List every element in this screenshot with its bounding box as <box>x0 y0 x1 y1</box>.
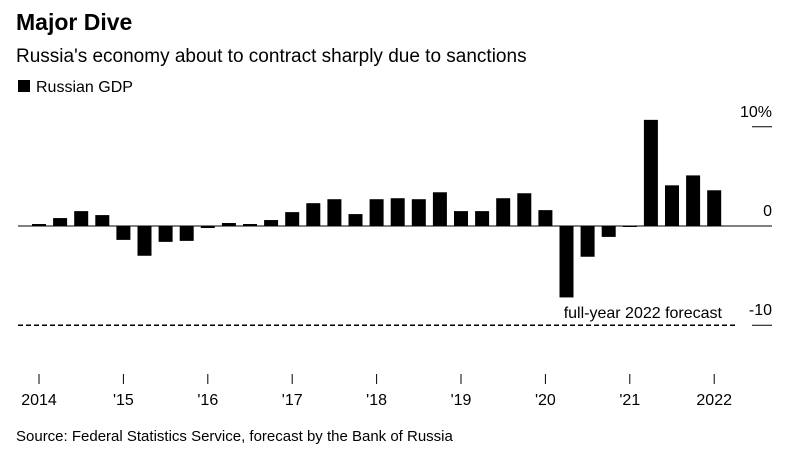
bar <box>285 212 300 226</box>
bar <box>327 199 342 226</box>
bar <box>475 211 490 226</box>
bar <box>390 198 405 226</box>
x-tick-label: '17 <box>282 392 303 409</box>
bar <box>264 220 279 226</box>
x-tick-label: '18 <box>366 392 387 409</box>
x-tick-label: 2022 <box>696 392 732 409</box>
bar <box>95 215 110 226</box>
y-tick-label: -10 <box>749 302 772 319</box>
bar <box>622 226 637 227</box>
bar <box>32 224 46 226</box>
bar <box>243 224 257 226</box>
legend-label: Russian GDP <box>36 79 133 96</box>
bar <box>221 223 236 226</box>
chart-subtitle: Russia's economy about to contract sharp… <box>16 46 527 67</box>
x-tick-label: '20 <box>535 392 556 409</box>
bar <box>665 185 679 226</box>
bar <box>137 226 152 256</box>
bar <box>74 211 89 226</box>
bar <box>179 226 194 241</box>
x-tick-label: '21 <box>619 392 640 409</box>
bar <box>559 226 574 298</box>
bar <box>432 192 447 226</box>
bar <box>158 226 173 242</box>
legend-swatch <box>18 80 30 92</box>
bar <box>369 199 384 226</box>
bar <box>517 193 532 226</box>
bar <box>580 226 595 257</box>
bar <box>200 226 215 228</box>
bar <box>454 211 468 226</box>
x-tick-label: '16 <box>197 392 218 409</box>
source: Source: Federal Statistics Service, fore… <box>16 428 454 445</box>
bar <box>306 203 321 226</box>
bar <box>707 190 722 226</box>
bar <box>116 226 131 240</box>
x-tick-label: '15 <box>113 392 134 409</box>
chart-title: Major Dive <box>16 9 132 35</box>
forecast-label: full-year 2022 forecast <box>564 305 723 322</box>
y-tick-label: 10% <box>740 104 772 121</box>
bar <box>643 119 658 226</box>
bar <box>348 214 363 226</box>
bar <box>53 218 68 226</box>
bar <box>538 210 553 226</box>
x-tick-label: '19 <box>451 392 472 409</box>
y-tick-label: 0 <box>763 203 772 220</box>
x-tick-label: 2014 <box>21 392 57 409</box>
bar <box>411 199 426 226</box>
bar <box>496 198 511 226</box>
bar <box>601 226 616 237</box>
bar <box>686 175 701 226</box>
